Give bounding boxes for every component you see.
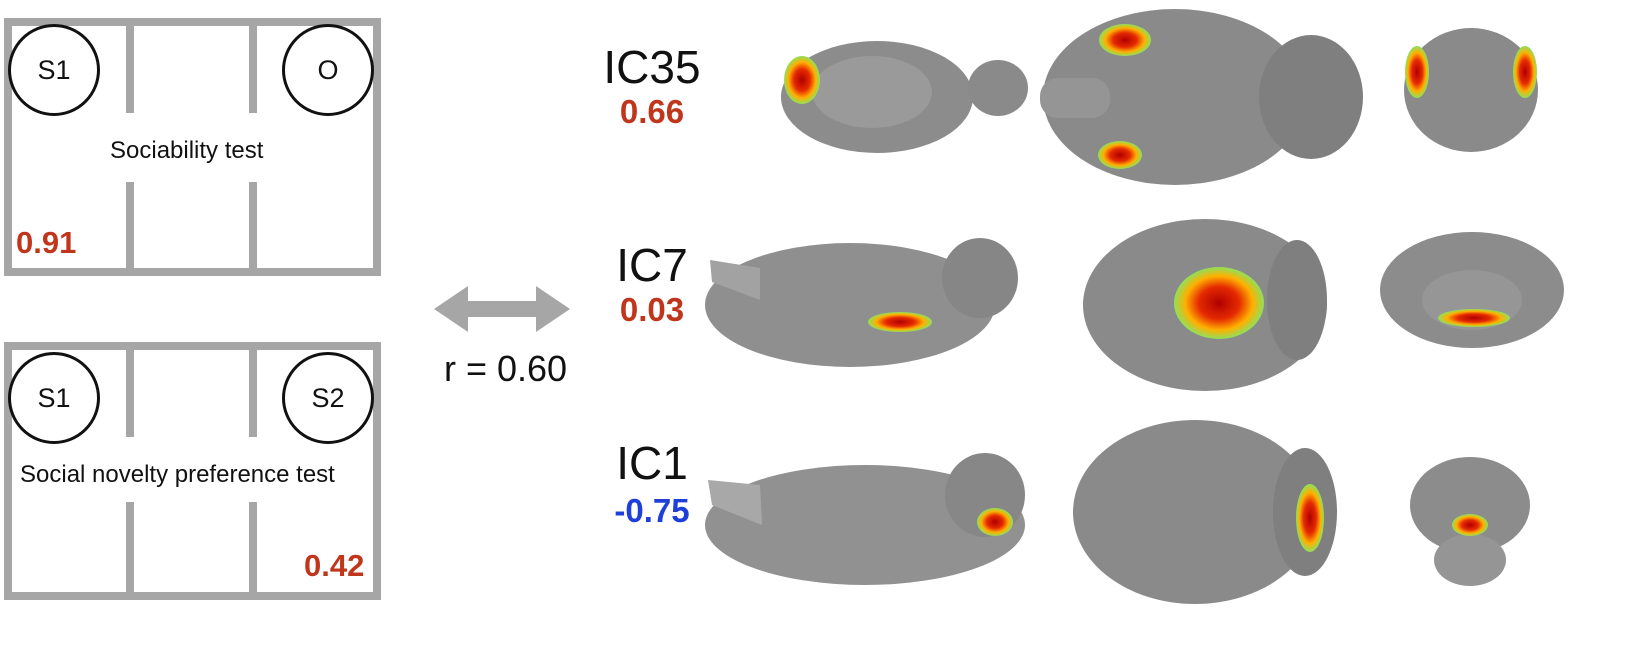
brain-axial-ic1	[1073, 420, 1337, 604]
component-value: -0.75	[614, 492, 690, 529]
partition-wall	[126, 502, 134, 600]
partition-wall	[126, 18, 134, 113]
chamber-circle-s2: S2	[282, 352, 374, 444]
brain-coronal-ic7	[1380, 232, 1564, 348]
sociability-test-box	[4, 18, 381, 276]
component-name: IC1	[616, 437, 688, 489]
chamber-circle-s1: S1	[8, 24, 100, 116]
brain-sagittal-ic7	[705, 238, 1018, 367]
component-value: 0.66	[619, 93, 685, 130]
component-value: 0.03	[619, 291, 685, 328]
partition-wall	[249, 502, 257, 600]
test-score: 0.42	[304, 548, 365, 583]
component-name: IC35	[603, 41, 701, 93]
test-label: Sociability test	[110, 137, 264, 164]
correlation-label: r = 0.60	[444, 348, 568, 389]
test-label: Social novelty preference test	[20, 461, 335, 488]
brain-axial-ic35	[1040, 9, 1363, 185]
brain-coronal-ic35	[1404, 28, 1538, 152]
double-arrow-icon	[434, 286, 570, 332]
brain-sagittal-ic1	[705, 453, 1025, 585]
chamber-circle-o: O	[282, 24, 374, 116]
brain-coronal-ic1	[1410, 457, 1530, 586]
brain-axial-ic7	[1083, 219, 1327, 391]
component-name: IC7	[616, 239, 688, 291]
test-score: 0.91	[16, 225, 77, 260]
partition-wall	[249, 342, 257, 437]
partition-wall	[249, 18, 257, 113]
brain-sagittal-ic35	[781, 41, 1028, 153]
partition-wall	[249, 182, 257, 276]
partition-wall	[126, 182, 134, 276]
chamber-circle-s1: S1	[8, 352, 100, 444]
partition-wall	[126, 342, 134, 437]
social-novelty-test-box	[4, 342, 381, 600]
